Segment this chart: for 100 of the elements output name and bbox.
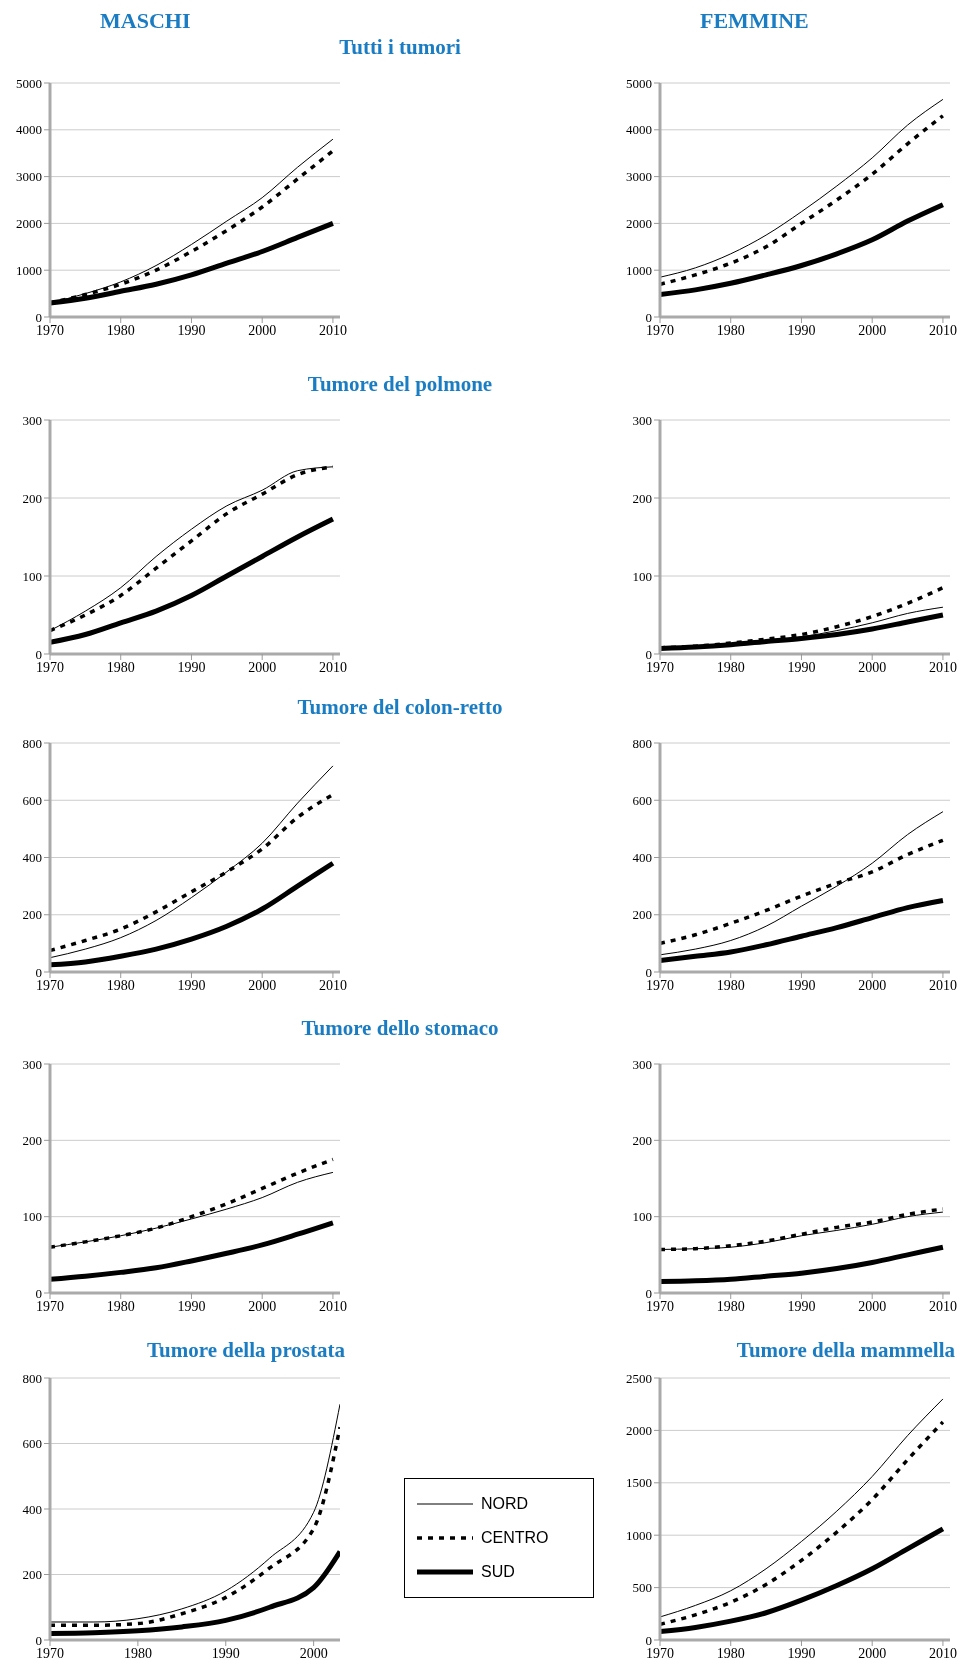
y-tick-label: 200 [632,907,652,923]
y-tick-label: 100 [22,568,42,584]
y-tick-label: 0 [645,309,652,325]
y-tick-label: 5000 [626,75,652,91]
y-tick-label: 3000 [16,169,42,185]
y-tick-label: 1000 [16,262,42,278]
y-tick-label: 0 [35,1632,42,1648]
x-tick-label: 1970 [646,659,674,675]
legend-label: NORD [481,1495,529,1513]
text: Tumore del polmone [306,372,494,397]
x-tick-label: 2010 [318,659,347,675]
x-tick-label: 1980 [123,1645,152,1661]
x-tick-label: 1990 [177,977,206,993]
x-tick-label: 1970 [646,1298,674,1314]
x-tick-label: 1970 [36,322,64,338]
y-tick-label: 0 [645,646,652,662]
x-tick-label: 1970 [646,322,674,338]
y-tick-label: 800 [22,735,42,751]
x-tick-label: 1980 [716,659,745,675]
y-tick-label: 200 [632,1132,652,1148]
y-tick-label: 0 [645,1285,652,1301]
y-tick-label: 3000 [626,169,652,185]
y-tick-label: 0 [35,964,42,980]
x-tick-label: 2010 [318,322,347,338]
y-tick-label: 2000 [626,1423,652,1439]
y-tick-label: 100 [632,568,652,584]
x-tick-label: 2000 [858,322,887,338]
y-tick-label: 800 [22,1370,42,1386]
y-tick-label: 300 [632,412,652,428]
y-tick-label: 200 [22,1132,42,1148]
x-tick-label: 1990 [211,1645,240,1661]
y-tick-label: 4000 [16,122,42,138]
y-tick-label: 2000 [16,216,42,232]
x-tick-label: 1970 [36,659,64,675]
y-tick-label: 300 [632,1056,652,1072]
x-tick-label: 1980 [106,659,135,675]
y-tick-label: 400 [22,850,42,866]
y-tick-label: 1000 [626,262,652,278]
x-tick-label: 2010 [318,1298,347,1314]
y-tick-label: 1500 [626,1475,652,1491]
x-tick-label: 1970 [646,977,674,993]
y-tick-label: 400 [22,1501,42,1517]
y-tick-label: 200 [22,1567,42,1583]
x-tick-label: 1970 [36,1298,64,1314]
chart-subtitle: MASCHI [100,8,191,34]
y-tick-label: 400 [632,850,652,866]
x-tick-label: 1990 [787,1645,816,1661]
text: Tutti i tumori [338,35,462,60]
x-tick-label: 2000 [858,1645,887,1661]
y-tick-label: 300 [22,412,42,428]
x-tick-label: 2010 [928,659,957,675]
y-tick-label: 600 [632,792,652,808]
x-tick-label: 2000 [248,977,277,993]
x-tick-label: 2010 [928,977,957,993]
x-tick-label: 2000 [858,977,887,993]
x-tick-label: 1990 [787,659,816,675]
x-tick-label: 1990 [177,659,206,675]
x-tick-label: 1980 [106,1298,135,1314]
chart-subtitle: FEMMINE [700,8,809,34]
x-tick-label: 1980 [716,1645,745,1661]
x-tick-label: 2010 [928,1298,957,1314]
y-tick-label: 100 [22,1209,42,1225]
x-tick-label: 1980 [106,322,135,338]
y-tick-label: 2000 [626,216,652,232]
y-tick-label: 500 [632,1580,652,1596]
x-tick-label: 1970 [646,1645,674,1661]
text: Tumore dello stomaco [300,1016,500,1041]
x-tick-label: 1980 [106,977,135,993]
y-tick-label: 200 [22,490,42,506]
x-tick-label: 2010 [928,1645,957,1661]
x-tick-label: 1980 [716,322,745,338]
text: Tumore del colon-retto [296,695,504,720]
x-tick-label: 2000 [858,659,887,675]
x-tick-label: 2000 [248,322,277,338]
x-tick-label: 2000 [248,659,277,675]
y-tick-label: 0 [35,1285,42,1301]
chart-title: Tumore della prostata [147,1338,345,1363]
x-tick-label: 1970 [36,1645,64,1661]
x-tick-label: 1990 [787,322,816,338]
y-tick-label: 600 [22,1436,42,1452]
y-tick-label: 5000 [16,75,42,91]
x-tick-label: 1990 [787,1298,816,1314]
x-tick-label: 2010 [318,977,347,993]
y-tick-label: 4000 [626,122,652,138]
y-tick-label: 0 [645,1632,652,1648]
x-tick-label: 1990 [177,1298,206,1314]
x-tick-label: 1970 [36,977,64,993]
x-tick-label: 1980 [716,1298,745,1314]
y-tick-label: 0 [35,309,42,325]
y-tick-label: 100 [632,1209,652,1225]
chart-title: Tumore della mammella [736,1338,955,1363]
legend-label: CENTRO [481,1529,549,1547]
y-tick-label: 300 [22,1056,42,1072]
x-tick-label: 2010 [928,322,957,338]
x-tick-label: 1990 [787,977,816,993]
y-tick-label: 800 [632,735,652,751]
x-tick-label: 2000 [299,1645,328,1661]
y-tick-label: 600 [22,792,42,808]
y-tick-label: 200 [22,907,42,923]
y-tick-label: 0 [645,964,652,980]
